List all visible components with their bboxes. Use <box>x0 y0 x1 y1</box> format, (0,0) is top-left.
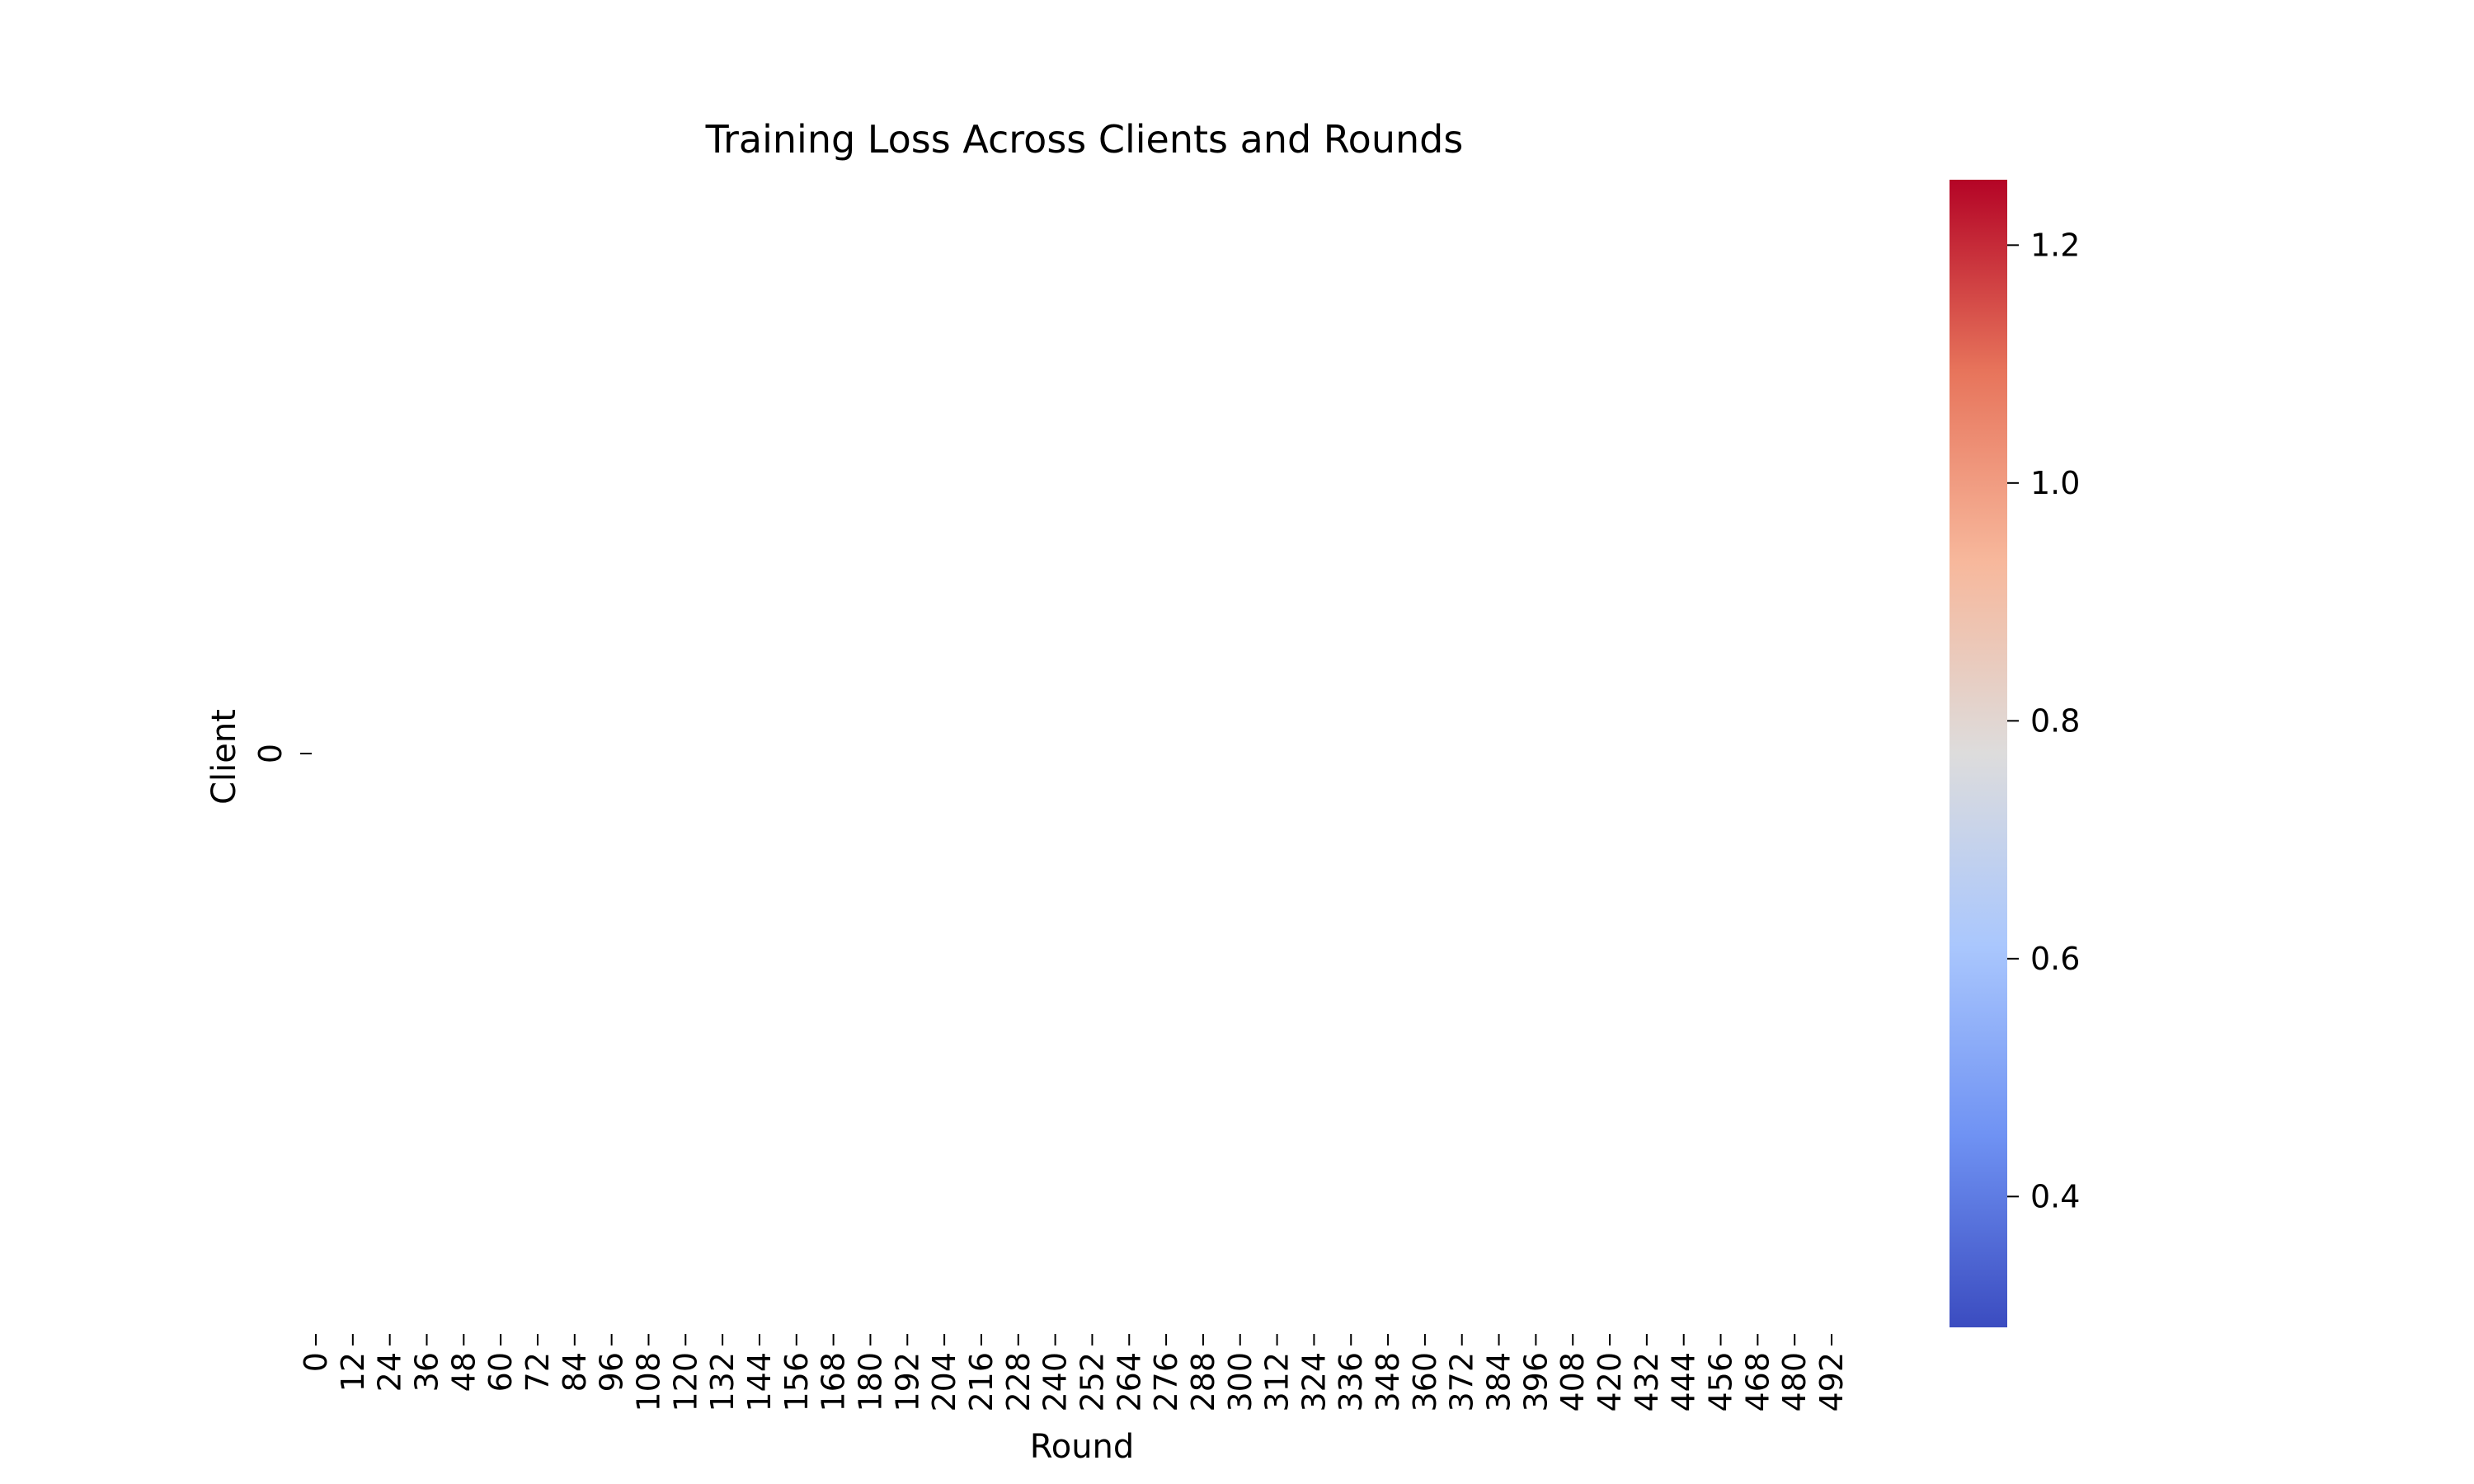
x-tick-label: 372 <box>1444 1352 1480 1412</box>
x-tick-label: 132 <box>704 1352 741 1412</box>
x-tick-label: 240 <box>1037 1352 1074 1412</box>
x-tick-label: 396 <box>1517 1352 1554 1412</box>
x-tick-label: 276 <box>1148 1352 1184 1412</box>
x-tick-label: 252 <box>1074 1352 1110 1412</box>
y-axis-ticks: 0 <box>252 744 312 763</box>
colorbar-tick-label: 1.2 <box>2030 227 2080 263</box>
x-tick-label: 408 <box>1554 1352 1591 1412</box>
x-tick-label: 312 <box>1259 1352 1296 1412</box>
x-tick-label: 384 <box>1481 1352 1517 1412</box>
x-tick-label: 432 <box>1629 1352 1665 1412</box>
x-tick-label: 216 <box>963 1352 999 1412</box>
y-tick-label: 0 <box>252 744 289 763</box>
x-tick-label: 264 <box>1111 1352 1147 1412</box>
x-tick-label: 96 <box>594 1352 630 1392</box>
x-tick-label: 12 <box>335 1352 371 1392</box>
colorbar <box>1950 180 2007 1327</box>
x-tick-label: 192 <box>889 1352 925 1412</box>
x-tick-label: 120 <box>667 1352 703 1412</box>
x-axis-label: Round <box>1030 1428 1135 1466</box>
x-tick-label: 204 <box>926 1352 962 1412</box>
x-tick-label: 228 <box>1000 1352 1037 1412</box>
x-tick-label: 72 <box>520 1352 556 1392</box>
x-tick-label: 336 <box>1333 1352 1369 1412</box>
x-tick-label: 48 <box>445 1352 482 1392</box>
colorbar-tick-label: 0.6 <box>2030 941 2080 977</box>
x-tick-label: 108 <box>630 1352 666 1412</box>
colorbar-ticks: 0.4 0.6 0.8 1.0 1.2 <box>2007 227 2080 1214</box>
x-tick-label: 144 <box>741 1352 778 1412</box>
y-axis-label: Client <box>205 709 243 805</box>
x-tick-label: 324 <box>1296 1352 1332 1412</box>
x-tick-label: 348 <box>1370 1352 1406 1412</box>
x-tick-label: 456 <box>1703 1352 1739 1412</box>
x-tick-label: 492 <box>1813 1352 1850 1412</box>
colorbar-tick-label: 0.8 <box>2030 702 2080 739</box>
x-tick-label: 360 <box>1407 1352 1443 1412</box>
x-axis-ticks: 0 12 24 36 48 60 72 84 96 108 120 132 144 156 168 180 19… <box>298 1334 1850 1412</box>
x-tick-label: 36 <box>408 1352 444 1392</box>
x-tick-label: 288 <box>1185 1352 1221 1412</box>
colorbar-tick-label: 1.0 <box>2030 465 2080 501</box>
x-tick-label: 444 <box>1666 1352 1702 1412</box>
x-tick-label: 60 <box>482 1352 519 1392</box>
x-tick-label: 420 <box>1592 1352 1628 1412</box>
x-tick-label: 468 <box>1739 1352 1776 1412</box>
x-tick-label: 300 <box>1222 1352 1258 1412</box>
x-tick-label: 84 <box>557 1352 593 1392</box>
x-tick-label: 180 <box>852 1352 888 1412</box>
colorbar-tick-label: 0.4 <box>2030 1178 2080 1214</box>
chart-title: Training Loss Across Clients and Rounds <box>705 117 1464 162</box>
x-tick-label: 24 <box>372 1352 408 1392</box>
x-tick-label: 168 <box>816 1352 852 1412</box>
x-tick-label: 156 <box>778 1352 815 1412</box>
x-tick-label: 480 <box>1776 1352 1813 1412</box>
x-tick-label: 0 <box>298 1352 334 1372</box>
